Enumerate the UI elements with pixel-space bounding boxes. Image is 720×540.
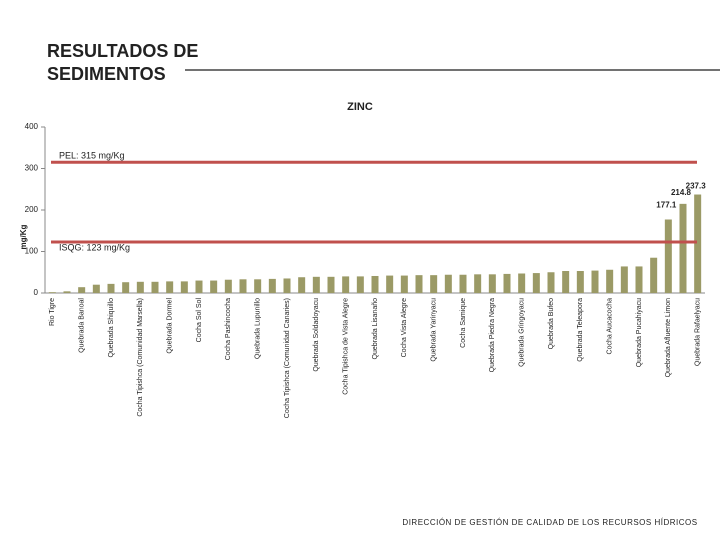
x-tick-label: Quebrada Lupunillo bbox=[255, 298, 262, 359]
bar bbox=[312, 276, 320, 293]
bar bbox=[679, 203, 687, 293]
x-tick-label: Quebrada Banoal bbox=[79, 298, 86, 353]
value-label: 177.1 bbox=[656, 201, 677, 210]
bar bbox=[444, 274, 452, 293]
x-tick-label: Quebrada Pucahiyacu bbox=[636, 298, 643, 367]
bar bbox=[694, 194, 702, 293]
bar bbox=[283, 278, 291, 293]
bar bbox=[503, 273, 511, 293]
y-axis-label: mg/Kg bbox=[19, 224, 28, 249]
bar bbox=[327, 276, 335, 293]
bar bbox=[430, 275, 438, 293]
bar bbox=[78, 287, 86, 293]
slide-title: RESULTADOS DE bbox=[47, 41, 198, 61]
reference-label: ISQG: 123 mg/Kg bbox=[59, 242, 130, 252]
x-tick-label: Rio Tigre bbox=[49, 298, 56, 326]
slide-title: SEDIMENTOS bbox=[47, 64, 166, 84]
x-tick-label: Quebrada Teleapora bbox=[577, 298, 584, 362]
x-tick-label: Cocha Samique bbox=[460, 298, 467, 348]
x-tick-label: Cocha Tipishca (Comunidad Marsella) bbox=[137, 298, 144, 417]
bar bbox=[166, 281, 174, 293]
bar bbox=[254, 279, 262, 293]
bar bbox=[650, 257, 658, 293]
bar bbox=[547, 272, 555, 293]
x-tick-label: Cocha Vista Alegre bbox=[401, 298, 408, 358]
x-tick-label: Cocha Pashincocha bbox=[225, 298, 232, 360]
x-tick-label: Quebrada Piedra Negra bbox=[489, 298, 496, 372]
bar bbox=[136, 281, 144, 293]
y-tick-label: 0 bbox=[34, 288, 39, 297]
bar bbox=[488, 274, 496, 293]
bar bbox=[576, 271, 584, 293]
value-label: 237.3 bbox=[686, 182, 707, 191]
bar bbox=[268, 278, 276, 293]
value-label: 214.8 bbox=[671, 188, 692, 197]
bar bbox=[342, 276, 350, 293]
bar bbox=[459, 274, 467, 293]
x-tick-label: Cocha Aucacocha bbox=[607, 298, 614, 355]
x-tick-label: Quebrada Gringoyacu bbox=[519, 298, 526, 367]
x-tick-label: Cocha Sol Sol bbox=[196, 298, 203, 343]
y-tick-label: 200 bbox=[25, 205, 39, 214]
bar bbox=[356, 276, 364, 293]
x-tick-label: Quebrada Rafaelyacu bbox=[695, 298, 702, 366]
bar bbox=[518, 273, 526, 293]
bar bbox=[620, 266, 628, 293]
bar bbox=[664, 219, 672, 293]
x-tick-label: Quebrada Yarinyacu bbox=[431, 298, 438, 362]
bar bbox=[386, 275, 394, 293]
bar bbox=[151, 281, 159, 293]
bar bbox=[635, 266, 643, 293]
reference-label: PEL: 315 mg/Kg bbox=[59, 151, 125, 161]
x-tick-label: Quebrada Dormel bbox=[167, 298, 174, 354]
bar bbox=[63, 291, 71, 293]
bar bbox=[239, 279, 247, 293]
bar bbox=[48, 292, 56, 293]
bar bbox=[180, 281, 188, 293]
bar bbox=[562, 271, 570, 293]
bar bbox=[224, 279, 232, 293]
bar bbox=[298, 277, 306, 293]
bar bbox=[107, 283, 115, 293]
bar bbox=[532, 273, 540, 293]
x-tick-label: Quebrada Afluente Limon bbox=[665, 298, 672, 377]
bar bbox=[474, 274, 482, 293]
x-tick-label: Cocha Tipishca (Comunidad Canaries) bbox=[284, 298, 291, 418]
x-tick-label: Quebrada Shiquillo bbox=[108, 298, 115, 358]
bar bbox=[591, 270, 599, 293]
bar bbox=[415, 275, 423, 293]
bar bbox=[122, 282, 130, 293]
bar bbox=[195, 280, 203, 293]
bar bbox=[92, 284, 100, 293]
x-tick-label: Quebrada Bufeo bbox=[548, 298, 555, 349]
y-tick-label: 400 bbox=[25, 122, 39, 131]
footer: DIRECCIÓN DE GESTIÓN DE CALIDAD DE LOS R… bbox=[402, 518, 697, 527]
bar bbox=[210, 280, 218, 293]
bar bbox=[371, 275, 379, 293]
x-tick-label: Quebrada Lisanaño bbox=[372, 298, 379, 360]
bar bbox=[400, 275, 408, 293]
x-tick-label: Cocha Tipishca de Vista Alegre bbox=[343, 298, 350, 395]
y-tick-label: 100 bbox=[25, 247, 39, 256]
bar bbox=[606, 269, 614, 293]
chart-title: ZINC bbox=[347, 101, 373, 113]
y-tick-label: 300 bbox=[25, 164, 39, 173]
x-tick-label: Quebrada Soldadoyacu bbox=[313, 298, 320, 372]
